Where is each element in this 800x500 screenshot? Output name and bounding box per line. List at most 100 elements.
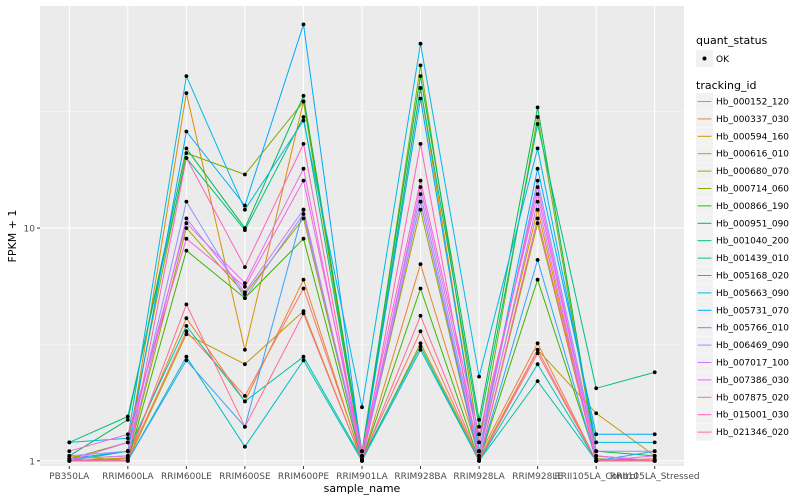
data-point bbox=[184, 156, 189, 160]
data-point bbox=[535, 351, 540, 356]
data-point bbox=[594, 411, 599, 416]
legend-item-label: Hb_001439_010 bbox=[716, 254, 789, 264]
data-point bbox=[477, 449, 481, 454]
legend-items: Hb_000152_120 Hb_000337_030 Hb_000594_160 H… bbox=[696, 93, 789, 441]
y-axis-title: FPKM + 1 bbox=[6, 210, 19, 263]
x-tick-label: PB350LA bbox=[49, 472, 90, 482]
data-point bbox=[301, 311, 306, 316]
data-point bbox=[301, 178, 306, 183]
legend-item-label: Hb_000152_120 bbox=[716, 98, 789, 108]
data-point bbox=[67, 454, 72, 458]
data-point bbox=[243, 203, 247, 208]
data-point bbox=[360, 405, 364, 410]
legend: quant_status OK tracking_id Hb_000152_12… bbox=[696, 34, 789, 441]
legend-title: tracking_id bbox=[696, 79, 757, 92]
data-point bbox=[594, 449, 599, 454]
data-point bbox=[301, 236, 306, 241]
data-point bbox=[184, 216, 189, 221]
data-point bbox=[67, 449, 72, 454]
x-axis-title: sample_name bbox=[324, 482, 401, 495]
data-point bbox=[535, 379, 540, 383]
data-point bbox=[184, 146, 189, 151]
legend-item-label: Hb_021346_020 bbox=[716, 428, 789, 438]
data-point bbox=[243, 228, 247, 233]
x-tick-label: RRIM600PE bbox=[278, 472, 330, 482]
data-point bbox=[418, 192, 423, 197]
legend-item-label: Hb_000594_160 bbox=[716, 132, 789, 142]
data-point bbox=[477, 374, 481, 379]
data-point bbox=[535, 122, 540, 126]
y-tick-label: 10 bbox=[24, 225, 36, 235]
data-point bbox=[477, 417, 481, 422]
x-tick-label: RRII105LA_Control bbox=[554, 472, 637, 482]
data-point bbox=[243, 424, 247, 429]
data-point bbox=[652, 432, 657, 437]
data-point bbox=[125, 449, 130, 454]
legend-point-icon bbox=[702, 56, 707, 61]
data-point bbox=[535, 207, 540, 212]
data-point bbox=[418, 207, 423, 212]
data-point bbox=[184, 236, 189, 241]
data-point bbox=[535, 192, 540, 197]
data-point bbox=[418, 74, 423, 78]
data-point bbox=[184, 358, 189, 363]
legend-item-label: Hb_000714_060 bbox=[716, 185, 789, 195]
data-point bbox=[535, 105, 540, 110]
legend-item-label: Hb_007386_030 bbox=[716, 376, 789, 386]
data-point bbox=[594, 454, 599, 458]
data-point bbox=[184, 199, 189, 204]
x-tick-label: RRIM600SE bbox=[219, 472, 271, 482]
data-point bbox=[535, 146, 540, 151]
data-point bbox=[125, 432, 130, 437]
data-point bbox=[535, 216, 540, 221]
data-point bbox=[652, 370, 657, 375]
data-point bbox=[301, 115, 306, 119]
data-point bbox=[243, 296, 247, 300]
legend-item-label: Hb_005168_020 bbox=[716, 272, 789, 282]
data-point bbox=[125, 440, 130, 445]
data-point bbox=[301, 286, 306, 291]
data-point bbox=[418, 41, 423, 46]
data-point bbox=[125, 454, 130, 458]
data-point bbox=[301, 118, 306, 123]
data-point bbox=[184, 316, 189, 321]
data-point bbox=[243, 284, 247, 289]
data-point bbox=[360, 454, 364, 458]
data-point bbox=[184, 354, 189, 359]
data-point bbox=[418, 63, 423, 68]
data-point bbox=[477, 440, 481, 445]
data-point bbox=[418, 178, 423, 183]
data-point bbox=[535, 115, 540, 119]
data-point bbox=[360, 449, 364, 454]
data-point bbox=[184, 221, 189, 226]
data-point bbox=[418, 142, 423, 146]
data-point bbox=[477, 458, 481, 463]
data-point bbox=[125, 436, 130, 441]
data-point bbox=[418, 341, 423, 346]
data-point bbox=[418, 262, 423, 266]
data-point bbox=[418, 313, 423, 318]
data-point bbox=[301, 166, 306, 171]
data-point bbox=[594, 386, 599, 391]
data-point bbox=[243, 347, 247, 352]
x-axis: PB350LA RRIM600LA RRIM600LE RRIM600SE RRIM60… bbox=[49, 466, 700, 482]
y-tick-label: 1 bbox=[29, 457, 35, 467]
data-point bbox=[184, 248, 189, 253]
data-point bbox=[594, 440, 599, 445]
data-point bbox=[67, 440, 72, 445]
data-point bbox=[594, 432, 599, 437]
data-point bbox=[418, 344, 423, 349]
legend-item-label: Hb_007875_020 bbox=[716, 393, 789, 403]
data-point bbox=[418, 199, 423, 204]
x-tick-label: RRIM928BA bbox=[394, 472, 447, 482]
x-tick-label: RRII105LA_Stressed bbox=[610, 472, 700, 482]
data-point bbox=[535, 277, 540, 282]
data-point bbox=[125, 414, 130, 419]
data-point bbox=[652, 454, 657, 458]
data-point bbox=[535, 347, 540, 352]
data-point bbox=[418, 347, 423, 352]
data-point bbox=[477, 432, 481, 437]
data-point bbox=[301, 212, 306, 216]
grid bbox=[40, 6, 684, 466]
